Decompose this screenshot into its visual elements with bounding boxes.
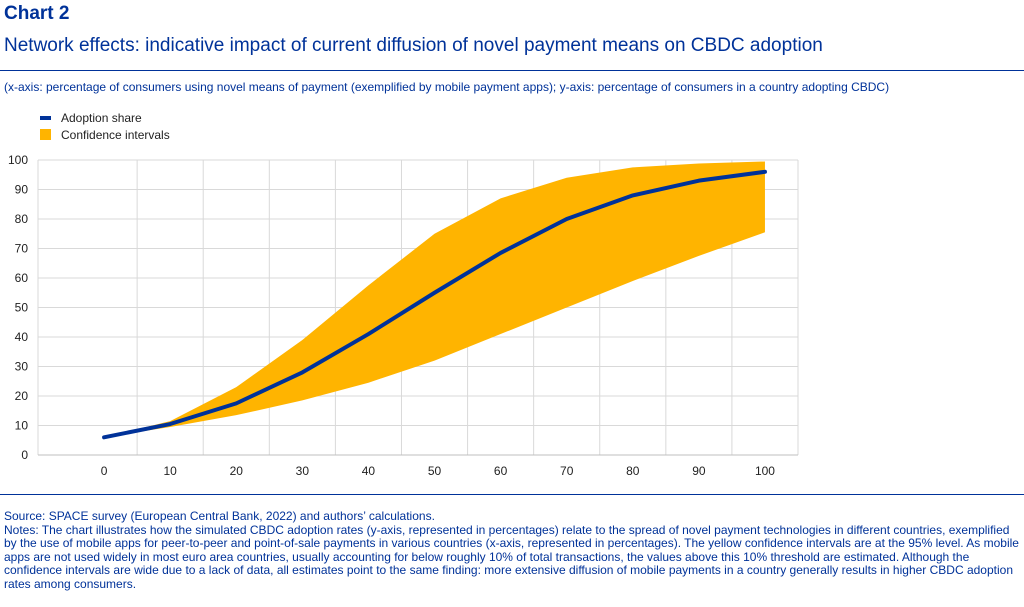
- y-tick-labels: 0 10 20 30 40 50 60 70 80 90 100: [8, 153, 28, 462]
- notes-text: Notes: The chart illustrates how the sim…: [4, 522, 1019, 591]
- legend-band-swatch: [40, 129, 51, 140]
- adoption-share-line: [102, 169, 767, 440]
- x-tick-label: 20: [230, 464, 244, 478]
- y-tick-label: 50: [15, 301, 29, 315]
- legend-entry-confidence-intervals: Confidence intervals: [40, 126, 170, 143]
- y-tick-label: 90: [15, 183, 29, 197]
- x-tick-label: 10: [163, 464, 177, 478]
- y-tick-label: 10: [15, 419, 29, 433]
- y-tick-label: 70: [15, 242, 29, 256]
- y-tick-label: 100: [8, 153, 28, 167]
- x-tick-label: 30: [296, 464, 310, 478]
- x-tick-label: 70: [560, 464, 574, 478]
- legend-label-adoption-share: Adoption share: [61, 110, 142, 125]
- footnotes: Source: SPACE survey (European Central B…: [4, 509, 1020, 592]
- y-tick-label: 0: [21, 448, 28, 462]
- y-tick-label: 40: [15, 330, 29, 344]
- axis-description: (x-axis: percentage of consumers using n…: [4, 80, 890, 94]
- chart-title: Network effects: indicative impact of cu…: [4, 35, 823, 56]
- legend-line-swatch: [40, 115, 51, 120]
- chart-label: Chart 2: [4, 3, 70, 24]
- legend: Adoption share Confidence intervals: [40, 109, 170, 143]
- confidence-band: [104, 161, 765, 438]
- legend-label-confidence-intervals: Confidence intervals: [61, 127, 170, 142]
- x-tick-label: 50: [428, 464, 442, 478]
- y-tick-label: 30: [15, 360, 29, 374]
- x-tick-label: 90: [692, 464, 706, 478]
- source-note: Source: SPACE survey (European Central B…: [4, 509, 435, 523]
- x-tick-labels: 0 10 20 30 40 50 60 70 80 90 100: [101, 464, 776, 478]
- top-divider: [0, 70, 1024, 71]
- chart-plot: 0 10 20 30 40 50 60 70 80 90 100 0 10 20 30 40 50 60 70 80…: [8, 153, 799, 478]
- y-tick-label: 20: [15, 389, 29, 403]
- bottom-divider: [0, 494, 1024, 495]
- x-tick-label: 0: [101, 464, 108, 478]
- x-tick-label: 100: [755, 464, 775, 478]
- x-tick-label: 80: [626, 464, 640, 478]
- y-tick-label: 60: [15, 271, 29, 285]
- y-tick-label: 80: [15, 212, 29, 226]
- x-tick-label: 60: [494, 464, 508, 478]
- legend-entry-adoption-share: Adoption share: [40, 109, 170, 126]
- x-tick-label: 40: [362, 464, 376, 478]
